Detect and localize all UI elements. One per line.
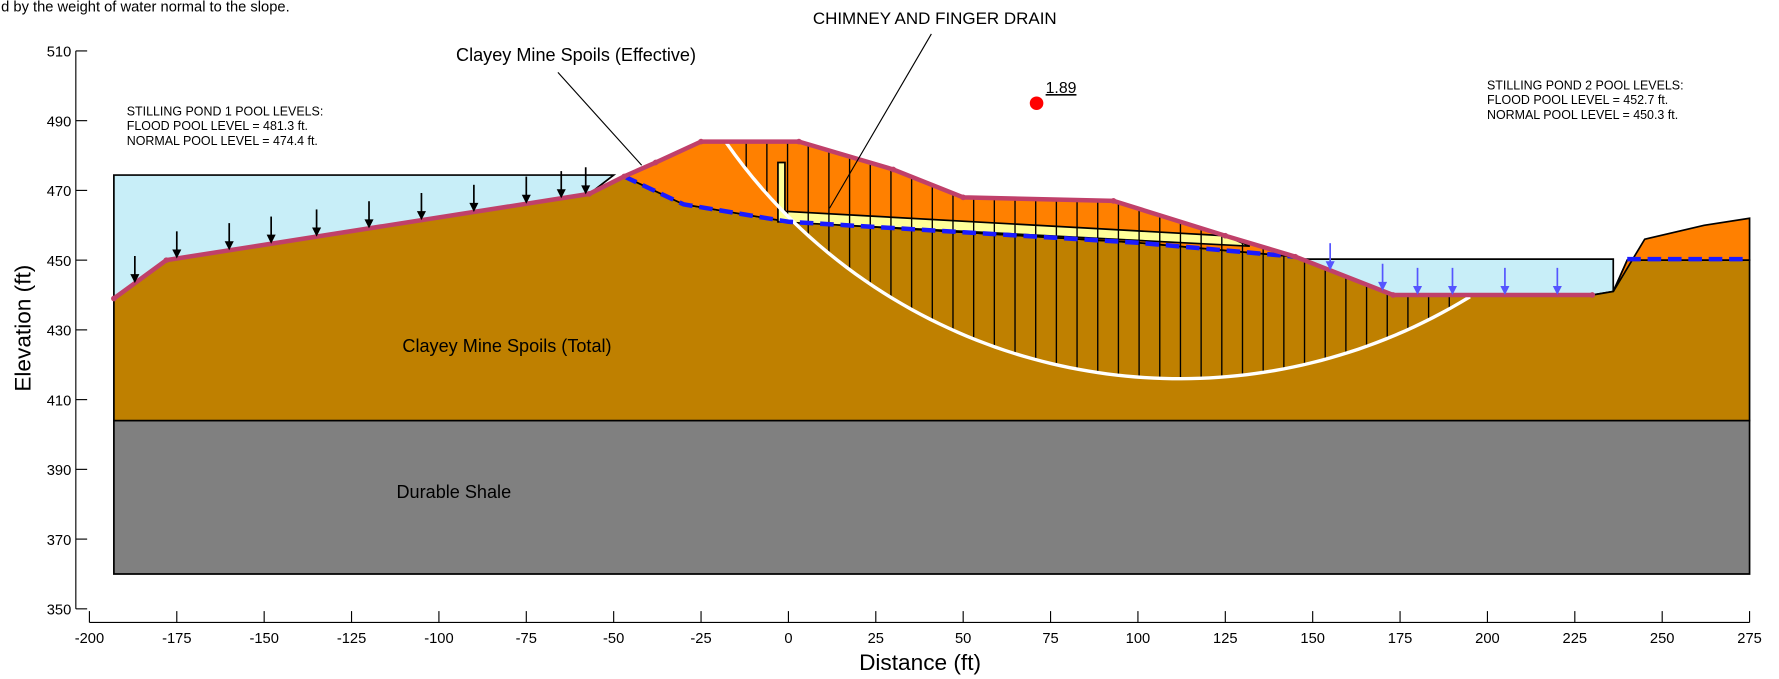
region-label: Clayey Mine Spoils (Total) bbox=[402, 336, 611, 356]
factor-of-safety: 1.89 bbox=[1046, 80, 1077, 97]
surface-node bbox=[796, 139, 802, 145]
pond-note: FLOOD POOL LEVEL = 452.7 ft. bbox=[1487, 93, 1668, 107]
x-axis-title: Distance (ft) bbox=[859, 650, 981, 675]
chart: d by the weight of water normal to the s… bbox=[0, 0, 1779, 679]
x-tick-label: -25 bbox=[690, 631, 711, 647]
x-tick-label: 25 bbox=[868, 631, 884, 647]
critical-center bbox=[1030, 96, 1044, 110]
x-tick-label: 50 bbox=[955, 631, 971, 647]
surface-node bbox=[621, 174, 627, 180]
x-tick-label: -200 bbox=[75, 631, 104, 647]
x-tick-label: 275 bbox=[1737, 631, 1762, 647]
surface-node bbox=[111, 296, 117, 302]
x-tick-label: -150 bbox=[249, 631, 278, 647]
x-tick-label: 150 bbox=[1300, 631, 1325, 647]
surface-node bbox=[586, 191, 592, 197]
region bbox=[114, 421, 1750, 574]
y-axis-title: Elevation (ft) bbox=[11, 265, 36, 392]
pond-note: STILLING POND 1 POOL LEVELS: bbox=[127, 104, 324, 118]
x-tick-label: -175 bbox=[162, 631, 191, 647]
x-tick-label: 225 bbox=[1563, 631, 1588, 647]
surface-node bbox=[1222, 233, 1228, 239]
x-tick-label: 175 bbox=[1388, 631, 1413, 647]
pond-note: STILLING POND 2 POOL LEVELS: bbox=[1487, 78, 1684, 92]
surface-node bbox=[960, 195, 966, 201]
region-label: Clayey Mine Spoils (Effective) bbox=[456, 45, 696, 65]
pond-note: FLOOD POOL LEVEL = 481.3 ft. bbox=[127, 119, 308, 133]
pond-note: NORMAL POOL LEVEL = 450.3 ft. bbox=[1487, 108, 1678, 122]
surface-node bbox=[1390, 292, 1396, 298]
surface-node bbox=[1111, 198, 1117, 204]
surface-node bbox=[890, 167, 896, 173]
surface-node bbox=[653, 160, 659, 166]
x-tick-label: 100 bbox=[1126, 631, 1151, 647]
x-tick-label: 125 bbox=[1213, 631, 1238, 647]
y-tick-label: 510 bbox=[47, 45, 72, 61]
surface-node bbox=[1589, 292, 1595, 298]
y-tick-label: 450 bbox=[47, 254, 72, 270]
x-tick-label: 250 bbox=[1650, 631, 1675, 647]
surface-node bbox=[698, 139, 704, 145]
y-tick-label: 350 bbox=[47, 602, 72, 618]
y-tick-label: 390 bbox=[47, 463, 72, 479]
y-tick-label: 370 bbox=[47, 533, 72, 549]
x-tick-label: 200 bbox=[1475, 631, 1500, 647]
y-tick-label: 470 bbox=[47, 184, 72, 200]
pond-note: NORMAL POOL LEVEL = 474.4 ft. bbox=[127, 134, 318, 148]
x-tick-label: 0 bbox=[784, 631, 792, 647]
x-tick-label: -100 bbox=[424, 631, 453, 647]
region-label: CHIMNEY AND FINGER DRAIN bbox=[813, 9, 1057, 28]
y-tick-label: 410 bbox=[47, 393, 72, 409]
x-tick-label: -50 bbox=[603, 631, 624, 647]
leader-line bbox=[558, 72, 642, 165]
surface-node bbox=[1292, 254, 1298, 260]
note: d by the weight of water normal to the s… bbox=[1, 0, 290, 15]
x-tick-label: -125 bbox=[337, 631, 366, 647]
y-tick-label: 490 bbox=[47, 114, 72, 130]
page: {"chart_data": { "type": "cross-section"… bbox=[0, 0, 1779, 679]
region-label: Durable Shale bbox=[396, 482, 511, 502]
x-tick-label: -75 bbox=[516, 631, 537, 647]
surface-node bbox=[163, 257, 169, 263]
y-tick-label: 430 bbox=[47, 324, 72, 340]
x-tick-label: 75 bbox=[1042, 631, 1058, 647]
